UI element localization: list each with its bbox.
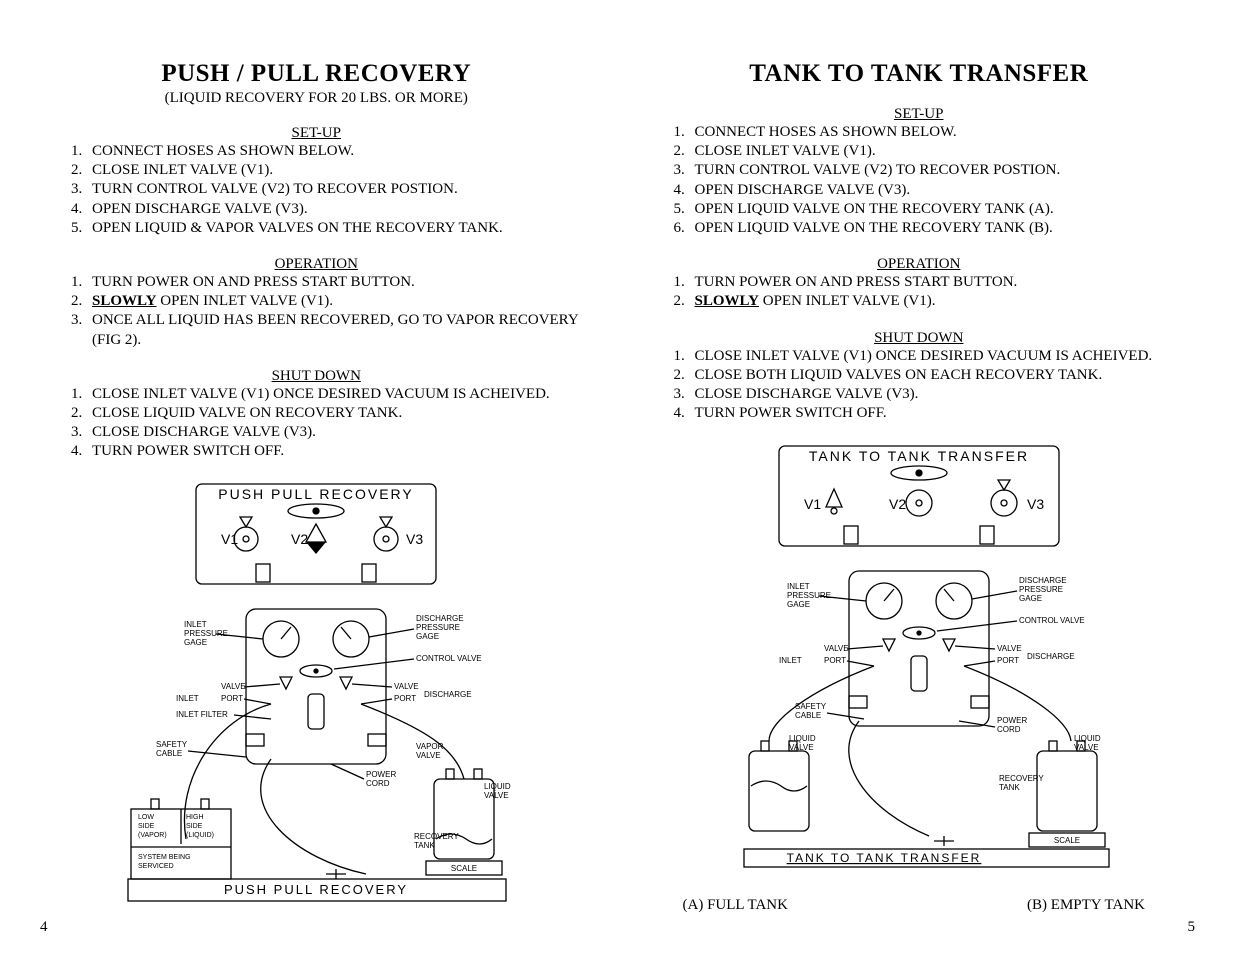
- svg-text:INLET: INLET: [176, 694, 199, 703]
- svg-text:DISCHARGE: DISCHARGE: [1027, 652, 1075, 661]
- svg-text:V2: V2: [889, 496, 906, 512]
- tank-captions: (A) FULL TANK (B) EMPTY TANK: [653, 897, 1186, 914]
- svg-text:HIGHSIDE(LIQUID): HIGHSIDE(LIQUID): [186, 814, 214, 839]
- list-item: OPEN DISCHARGE VALVE (V3).: [86, 200, 583, 219]
- svg-text:LOWSIDE(VAPOR): LOWSIDE(VAPOR): [138, 814, 167, 839]
- svg-text:PORT: PORT: [824, 656, 846, 665]
- svg-text:V3: V3: [406, 531, 423, 547]
- svg-text:V3: V3: [1027, 496, 1044, 512]
- svg-text:SAFETYCABLE: SAFETYCABLE: [795, 702, 827, 720]
- left-title: PUSH / PULL RECOVERY: [50, 60, 583, 88]
- svg-text:SYSTEM BEINGSERVICED: SYSTEM BEINGSERVICED: [138, 854, 191, 870]
- svg-text:TANK TO TANK TRANSFER: TANK TO TANK TRANSFER: [809, 448, 1029, 464]
- left-subtitle: (LIQUID RECOVERY FOR 20 LBS. OR MORE): [50, 90, 583, 107]
- svg-text:INLET FILTER: INLET FILTER: [176, 710, 228, 719]
- svg-text:SAFETYCABLE: SAFETYCABLE: [156, 740, 188, 758]
- right-shut-list: CLOSE INLET VALVE (V1) ONCE DESIRED VACU…: [653, 347, 1186, 424]
- svg-text:CONTROL VALVE: CONTROL VALVE: [1019, 616, 1085, 625]
- right-shut-head: SHUT DOWN: [653, 330, 1186, 347]
- list-item: CONNECT HOSES AS SHOWN BELOW.: [86, 142, 583, 161]
- svg-text:SCALE: SCALE: [1054, 836, 1080, 845]
- caption-b: (B) EMPTY TANK: [1027, 897, 1145, 914]
- right-pagenum: 5: [1188, 919, 1196, 936]
- list-item: ONCE ALL LIQUID HAS BEEN RECOVERED, GO T…: [86, 311, 583, 349]
- svg-text:VALVE: VALVE: [221, 682, 246, 691]
- svg-text:DISCHARGE: DISCHARGE: [424, 690, 472, 699]
- left-shut-list: CLOSE INLET VALVE (V1) ONCE DESIRED VACU…: [50, 385, 583, 462]
- svg-text:CONTROL VALVE: CONTROL VALVE: [416, 654, 482, 663]
- list-item: CLOSE LIQUID VALVE ON RECOVERY TANK.: [86, 404, 583, 423]
- list-item: TURN POWER ON AND PRESS START BUTTON.: [86, 273, 583, 292]
- svg-text:RECOVERYTANK: RECOVERYTANK: [414, 832, 459, 850]
- right-op-list: TURN POWER ON AND PRESS START BUTTON.SLO…: [653, 273, 1186, 311]
- svg-text:POWERCORD: POWERCORD: [997, 716, 1027, 734]
- list-item: OPEN DISCHARGE VALVE (V3).: [689, 181, 1186, 200]
- list-item: TURN POWER SWITCH OFF.: [86, 442, 583, 461]
- svg-text:V1: V1: [221, 531, 238, 547]
- svg-text:LIQUIDVALVE: LIQUIDVALVE: [789, 734, 816, 752]
- list-item: CONNECT HOSES AS SHOWN BELOW.: [689, 123, 1186, 142]
- svg-text:LIQUIDVALVE: LIQUIDVALVE: [1074, 734, 1101, 752]
- left-column: PUSH / PULL RECOVERY (LIQUID RECOVERY FO…: [50, 60, 583, 914]
- svg-text:VALVE: VALVE: [824, 644, 849, 653]
- list-item: SLOWLY OPEN INLET VALVE (V1).: [86, 292, 583, 311]
- svg-text:POWERCORD: POWERCORD: [366, 770, 396, 788]
- svg-text:V2: V2: [291, 531, 308, 547]
- caption-a: (A) FULL TANK: [683, 897, 788, 914]
- left-op-list: TURN POWER ON AND PRESS START BUTTON.SLO…: [50, 273, 583, 350]
- push-pull-diagram: PUSH PULL RECOVERY V1 V2 V3: [116, 479, 516, 909]
- right-op-head: OPERATION: [653, 256, 1186, 273]
- svg-text:INLETPRESSUREGAGE: INLETPRESSUREGAGE: [787, 582, 831, 609]
- left-pagenum: 4: [40, 919, 48, 936]
- list-item: OPEN LIQUID & VAPOR VALVES ON THE RECOVE…: [86, 219, 583, 238]
- valve-v3-icon: [374, 517, 398, 551]
- list-item: TURN CONTROL VALVE (V2) TO RECOVER POSTI…: [86, 180, 583, 199]
- right-column: TANK TO TANK TRANSFER SET-UP CONNECT HOS…: [653, 60, 1186, 914]
- svg-text:PORT: PORT: [221, 694, 243, 703]
- svg-text:V1: V1: [804, 496, 821, 512]
- list-item: CLOSE INLET VALVE (V1).: [689, 142, 1186, 161]
- svg-text:DISCHARGEPRESSUREGAGE: DISCHARGEPRESSUREGAGE: [416, 614, 464, 641]
- list-item: CLOSE DISCHARGE VALVE (V3).: [689, 385, 1186, 404]
- svg-text:TANK TO TANK TRANSFER: TANK TO TANK TRANSFER: [786, 851, 981, 865]
- svg-text:INLET: INLET: [779, 656, 802, 665]
- list-item: CLOSE INLET VALVE (V1) ONCE DESIRED VACU…: [86, 385, 583, 404]
- svg-text:PUSH PULL RECOVERY: PUSH PULL RECOVERY: [219, 486, 415, 502]
- list-item: TURN CONTROL VALVE (V2) TO RECOVER POSTI…: [689, 161, 1186, 180]
- list-item: CLOSE DISCHARGE VALVE (V3).: [86, 423, 583, 442]
- svg-text:PUSH PULL RECOVERY: PUSH PULL RECOVERY: [224, 882, 408, 897]
- svg-text:VAPORVALVE: VAPORVALVE: [416, 742, 444, 760]
- svg-text:VALVE: VALVE: [997, 644, 1022, 653]
- valve-v2-icon: [306, 524, 326, 554]
- right-setup-list: CONNECT HOSES AS SHOWN BELOW.CLOSE INLET…: [653, 123, 1186, 238]
- svg-text:VALVE: VALVE: [394, 682, 419, 691]
- list-item: CLOSE INLET VALVE (V1).: [86, 161, 583, 180]
- svg-text:LIQUIDVALVE: LIQUIDVALVE: [484, 782, 511, 800]
- right-diagram-wrap: TANK TO TANK TRANSFER V1 V2 V3 INLETPRES…: [653, 441, 1186, 893]
- right-setup-head: SET-UP: [653, 106, 1186, 123]
- svg-text:INLETPRESSUREGAGE: INLETPRESSUREGAGE: [184, 620, 228, 647]
- list-item: CLOSE INLET VALVE (V1) ONCE DESIRED VACU…: [689, 347, 1186, 366]
- list-item: SLOWLY OPEN INLET VALVE (V1).: [689, 292, 1186, 311]
- tank-transfer-diagram: TANK TO TANK TRANSFER V1 V2 V3 INLETPRES…: [719, 441, 1119, 871]
- list-item: OPEN LIQUID VALVE ON THE RECOVERY TANK (…: [689, 219, 1186, 238]
- list-item: TURN POWER ON AND PRESS START BUTTON.: [689, 273, 1186, 292]
- right-title: TANK TO TANK TRANSFER: [653, 60, 1186, 88]
- svg-text:DISCHARGEPRESSUREGAGE: DISCHARGEPRESSUREGAGE: [1019, 576, 1067, 603]
- left-shut-head: SHUT DOWN: [50, 368, 583, 385]
- left-setup-list: CONNECT HOSES AS SHOWN BELOW.CLOSE INLET…: [50, 142, 583, 238]
- list-item: CLOSE BOTH LIQUID VALVES ON EACH RECOVER…: [689, 366, 1186, 385]
- left-setup-head: SET-UP: [50, 125, 583, 142]
- list-item: OPEN LIQUID VALVE ON THE RECOVERY TANK (…: [689, 200, 1186, 219]
- svg-text:SCALE: SCALE: [451, 864, 477, 873]
- list-item: TURN POWER SWITCH OFF.: [689, 404, 1186, 423]
- left-op-head: OPERATION: [50, 256, 583, 273]
- left-diagram-wrap: PUSH PULL RECOVERY V1 V2 V3: [50, 479, 583, 914]
- svg-text:PORT: PORT: [394, 694, 416, 703]
- svg-text:PORT: PORT: [997, 656, 1019, 665]
